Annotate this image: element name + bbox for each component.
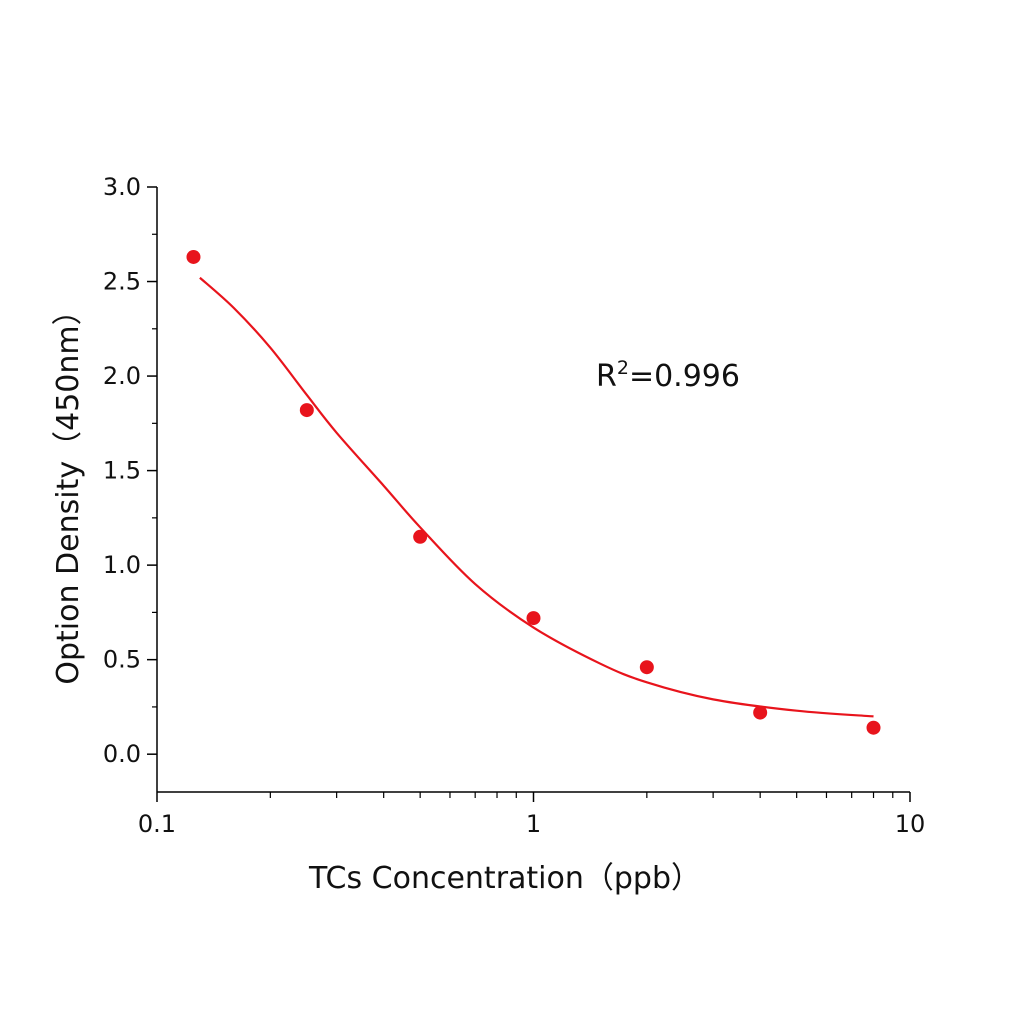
y-tick-label: 2.5 <box>103 268 141 296</box>
x-axis-title: TCs Concentration（ppb） <box>308 861 701 896</box>
data-point <box>413 529 428 544</box>
ticks: 0.0 0.5 1.0 1.5 2.0 2.5 3.0 0.1 1 10 <box>103 173 925 838</box>
data-point <box>299 403 314 418</box>
y-tick-label: 3.0 <box>103 173 141 201</box>
y-tick-label: 1.0 <box>103 551 141 579</box>
y-tick-label: 0.0 <box>103 740 141 768</box>
x-tick-label: 0.1 <box>138 810 176 838</box>
axes <box>156 187 910 793</box>
y-tick-label: 2.0 <box>103 362 141 390</box>
fit-curve <box>199 276 874 718</box>
data-point <box>866 720 881 735</box>
y-tick-label: 0.5 <box>103 646 141 674</box>
data-point <box>639 660 654 675</box>
data-point <box>186 249 201 264</box>
r-superscript: 2 <box>617 357 629 379</box>
data-point <box>526 611 541 626</box>
x-tick-label: 1 <box>526 810 541 838</box>
r-value: =0.996 <box>629 359 740 394</box>
x-tick-label: 10 <box>895 810 926 838</box>
data-point <box>753 705 768 720</box>
marks <box>186 249 881 735</box>
y-axis-title: Option Density（450nm） <box>51 295 86 684</box>
y-tick-label: 1.5 <box>103 457 141 485</box>
r-squared-annotation: R2=0.996 <box>596 357 740 394</box>
r-label: R <box>596 359 617 394</box>
